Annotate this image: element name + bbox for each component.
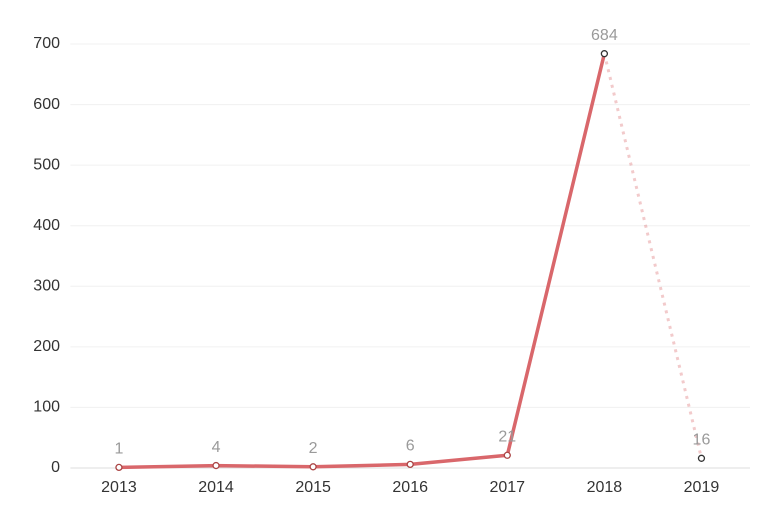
y-tick-label: 300 <box>33 278 60 295</box>
x-tick-label: 2019 <box>684 479 720 496</box>
value-label: 684 <box>591 27 618 44</box>
point <box>697 454 706 462</box>
value-label: 21 <box>498 428 516 445</box>
line <box>118 53 607 470</box>
y-tick-label: 100 <box>33 399 60 416</box>
point <box>212 461 220 470</box>
x-tick-label: 2014 <box>198 479 234 496</box>
point <box>115 463 123 472</box>
value-label: 6 <box>406 438 415 455</box>
y-tick-label: 200 <box>33 338 60 355</box>
x-tick-label: 2016 <box>392 479 428 496</box>
point <box>600 50 609 58</box>
y-tick-label: 500 <box>33 156 60 173</box>
y-tick-label: 600 <box>33 96 60 113</box>
y-tick-label: 0 <box>51 459 60 476</box>
y-tick-label: 400 <box>33 217 60 234</box>
line-dotted <box>602 53 703 459</box>
point <box>406 460 414 469</box>
x-tick-label: 2018 <box>587 479 623 496</box>
point <box>309 463 317 471</box>
point <box>503 451 511 459</box>
x-tick-label: 2017 <box>489 479 525 496</box>
value-label: 16 <box>693 432 711 449</box>
y-tick-label: 700 <box>33 35 60 52</box>
value-label: 1 <box>114 441 123 458</box>
value-label: 4 <box>212 439 221 456</box>
value-label: 2 <box>309 440 318 457</box>
x-tick-label: 2015 <box>295 479 331 496</box>
x-tick-label: 2013 <box>101 479 137 496</box>
